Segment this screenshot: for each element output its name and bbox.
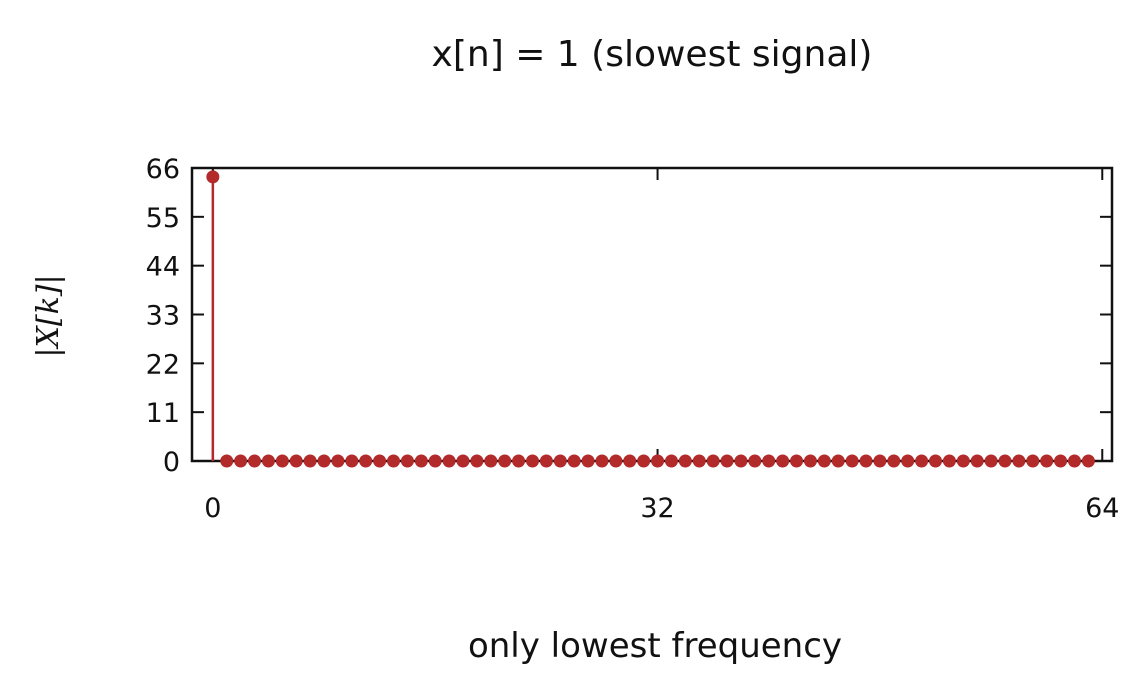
stem-marker [762,455,775,468]
stem-marker [998,455,1011,468]
stem-marker [609,455,622,468]
y-tick-label: 11 [146,398,180,429]
stem-marker [748,455,761,468]
stem-marker [651,455,664,468]
stem-marker [401,455,414,468]
y-tick-label: 44 [146,252,180,283]
stem-marker [304,455,317,468]
stem-marker [846,455,859,468]
stem-marker [957,455,970,468]
stem-marker [665,455,678,468]
axis-ticks: 0 11 22 33 44 55 66 0 32 64 [146,154,1120,524]
stem-marker [818,455,831,468]
stem-marker [901,455,914,468]
stem-marker [484,455,497,468]
stem-marker [554,455,567,468]
stem-marker [693,455,706,468]
stem-marker [804,455,817,468]
stem-marker [623,455,636,468]
y-tick-label: 22 [146,349,180,380]
stem-marker [595,455,608,468]
stem-marker [637,455,650,468]
stem-marker [1068,455,1081,468]
y-tick-label: 55 [146,203,180,234]
stem-marker [915,455,928,468]
x-tick-label: 64 [1085,493,1119,524]
stem-marker [290,455,303,468]
stem-marker [985,455,998,468]
stem-marker [345,455,358,468]
stem-marker [498,455,511,468]
stem-marker [1012,455,1025,468]
stem-marker [721,455,734,468]
stem-series [206,170,1095,467]
stem-marker [456,455,469,468]
stem-marker [387,455,400,468]
stem-marker [248,455,261,468]
stem-marker [790,455,803,468]
stem-marker [234,455,247,468]
stem-marker [1082,455,1095,468]
chart-title: x[n] = 1 (slowest signal) [432,34,873,75]
stem-marker [1054,455,1067,468]
stem-marker [359,455,372,468]
stem-marker [943,455,956,468]
stem-marker [887,455,900,468]
stem-marker [707,455,720,468]
stem-marker [1026,455,1039,468]
stem-marker [540,455,553,468]
stem-marker [331,455,344,468]
plot-frame [192,168,1112,461]
stem-marker [873,455,886,468]
stem-marker [415,455,428,468]
stem-marker [832,455,845,468]
y-axis-label: |X[k]| [31,274,66,357]
stem-marker [1040,455,1053,468]
stem-marker [373,455,386,468]
stem-marker [318,455,331,468]
stem-marker [262,455,275,468]
stem-marker [929,455,942,468]
stem-marker [860,455,873,468]
stem-marker [512,455,525,468]
y-tick-label: 66 [146,154,180,185]
stem-marker [470,455,483,468]
y-tick-label: 0 [163,447,180,478]
stem-marker [734,455,747,468]
stem-marker [568,455,581,468]
stem-marker [776,455,789,468]
stem-marker [429,455,442,468]
stem-marker [526,455,539,468]
stem-marker [971,455,984,468]
stem-marker [443,455,456,468]
y-tick-label: 33 [146,301,180,332]
stem-marker [276,455,289,468]
stem-marker [679,455,692,468]
stem-marker [206,170,219,183]
chart-caption: only lowest frequency [468,626,842,666]
x-tick-label: 32 [640,493,674,524]
x-tick-label: 0 [204,493,221,524]
stem-marker [220,455,233,468]
stem-marker [582,455,595,468]
